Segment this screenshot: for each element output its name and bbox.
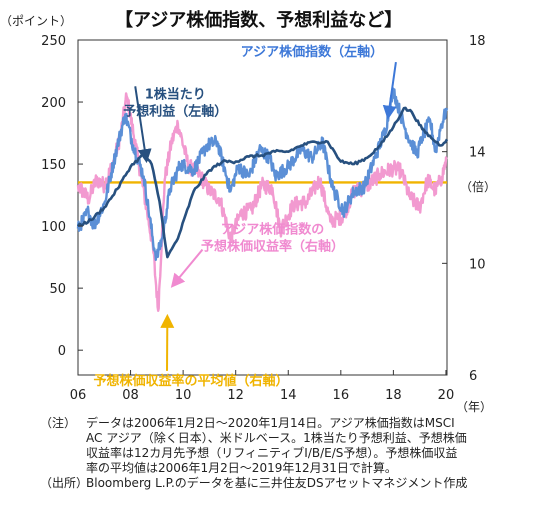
annotation-arrow (134, 86, 152, 164)
note-row-1: （注） データは2006年1月2日～2020年1月14日。アジア株価指数はMSC… (40, 416, 540, 476)
x-tick-label: 10 (175, 388, 192, 403)
right-tick-label: 18 (469, 34, 486, 49)
x-tick-label: 14 (280, 388, 297, 403)
annotation-arrow (382, 61, 397, 120)
x-tick-label: 16 (333, 388, 350, 403)
annotation-text: 予想株価収益率（右軸） (201, 239, 344, 255)
right-axis-unit: （倍） (460, 180, 497, 194)
footnotes: （注） データは2006年1月2日～2020年1月14日。アジア株価指数はMSC… (40, 416, 540, 491)
left-tick-label: 250 (41, 34, 66, 49)
left-tick-label: 50 (49, 282, 66, 297)
left-tick-label: 0 (58, 344, 66, 359)
series-line-3 (76, 92, 448, 312)
right-tick-label: 10 (469, 257, 486, 272)
annotation-4: 予想株価収益率の平均値（右軸） (94, 313, 289, 389)
x-tick-label: 06 (70, 388, 87, 403)
left-tick-label: 200 (41, 96, 66, 111)
note-text: データは2006年1月2日～2020年1月14日。アジア株価指数はMSCI AC… (86, 416, 467, 475)
note-label: （注） (40, 416, 77, 430)
annotation-1: アジア株価指数（左軸） (241, 44, 397, 120)
x-tick-label: 08 (122, 388, 139, 403)
right-tick-label: 14 (469, 146, 486, 161)
source-label: （出所） (40, 476, 89, 490)
annotation-arrow (170, 248, 204, 288)
annotation-text: アジア株価指数の (221, 222, 324, 238)
x-tick-label: 12 (227, 388, 244, 403)
annotation-text: アジア株価指数（左軸） (241, 44, 383, 60)
annotation-text: 予想利益（左軸） (123, 103, 227, 119)
annotation-text: 1株当たり (145, 86, 206, 102)
left-tick-label: 150 (41, 158, 66, 173)
x-tick-label: 20 (438, 388, 455, 403)
x-axis-unit: （年） (456, 400, 493, 414)
annotation-text: 予想株価収益率の平均値（右軸） (94, 373, 289, 389)
annotation-2: 1株当たり予想利益（左軸） (123, 86, 227, 164)
plot-area-border (77, 39, 448, 376)
left-axis-unit: （ポイント） (0, 14, 73, 28)
x-tick-label: 18 (385, 388, 402, 403)
source-text: Bloomberg L.P.のデータを基に三井住友DSアセットマネジメント作成 (86, 476, 468, 490)
note-row-2: （出所） Bloomberg L.P.のデータを基に三井住友DSアセットマネジメ… (40, 476, 540, 491)
right-tick-label: 6 (469, 369, 477, 384)
chart-title: 【アジア株価指数、予想利益など】 (115, 10, 403, 31)
left-tick-label: 100 (41, 220, 66, 235)
